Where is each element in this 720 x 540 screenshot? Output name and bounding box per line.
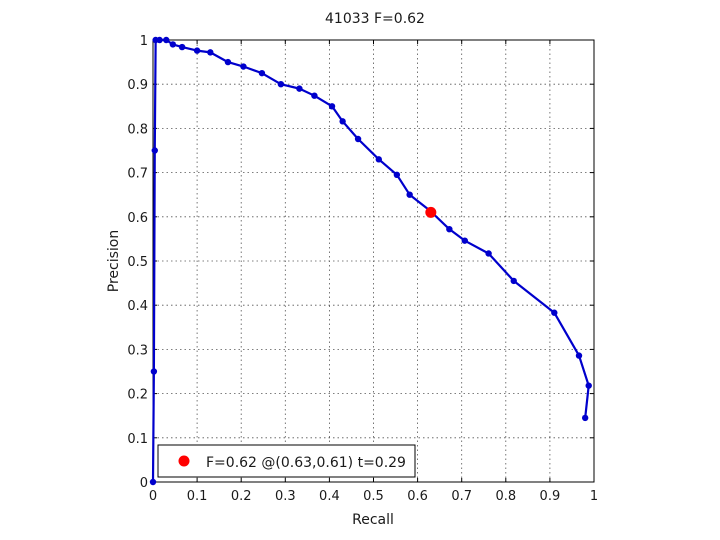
pr-curve-point	[581, 414, 589, 422]
y-tick-label: 0.7	[127, 167, 148, 182]
pr-curve-point	[551, 309, 558, 316]
y-tick-label: 0.8	[127, 122, 148, 137]
x-tick-label: 0.7	[451, 489, 472, 504]
x-axis-label: Recall	[352, 512, 394, 528]
pr-curve-point	[461, 237, 468, 244]
pr-curve-point	[575, 352, 583, 359]
legend: F=0.62 @(0.63,0.61) t=0.29	[157, 444, 416, 478]
x-tick-label: 1	[590, 489, 598, 504]
series-layer	[149, 36, 592, 486]
y-tick-label: 1	[140, 34, 148, 49]
pr-curve-point	[156, 36, 163, 44]
pr-curve-point	[296, 85, 303, 92]
legend-label: F=0.62 @(0.63,0.61) t=0.29	[206, 455, 406, 471]
x-tick-label: 0.6	[407, 489, 428, 504]
y-tick-label: 0.5	[127, 255, 148, 270]
pr-curve-point	[151, 147, 158, 154]
pr-curve-point	[169, 41, 177, 48]
pr-curve-point	[446, 225, 453, 233]
x-tick-label: 0.4	[319, 489, 340, 504]
x-tick-label: 0.1	[187, 489, 208, 504]
pr-curve-point	[585, 382, 592, 389]
pr-curve-point	[149, 478, 157, 486]
x-tick-label: 0.5	[363, 489, 384, 504]
pr-curve-point	[485, 250, 492, 257]
pr-curve-point	[328, 103, 336, 110]
x-tick-label: 0.9	[540, 489, 561, 504]
y-tick-label: 0.4	[127, 299, 148, 314]
legend-marker	[178, 455, 190, 467]
y-tick-label: 0	[140, 476, 148, 491]
legend-box	[157, 444, 416, 478]
pr-curve-point	[354, 135, 362, 143]
pr-curve-point	[311, 92, 318, 99]
chart-title: 41033 F=0.62	[325, 11, 425, 27]
grid	[153, 40, 594, 482]
x-tick-label: 0	[149, 489, 157, 504]
pr-curve-point	[150, 368, 158, 375]
pr-curve-point	[406, 191, 413, 198]
pr-curve-point	[277, 81, 285, 88]
x-tick-label: 0.2	[231, 489, 252, 504]
y-tick-label: 0.2	[127, 388, 148, 403]
y-tick-label: 0.9	[127, 78, 148, 93]
pr-curve-point	[510, 277, 517, 285]
pr-curve-point	[375, 156, 382, 163]
best-f-point	[425, 206, 437, 218]
y-tick-label: 0.6	[127, 211, 148, 226]
y-tick-label: 0.3	[127, 343, 148, 358]
x-tick-label: 0.8	[495, 489, 516, 504]
pr-curve-point	[339, 118, 346, 125]
pr-curve-point	[193, 47, 201, 54]
pr-curve-point	[163, 36, 170, 44]
y-tick-label: 0.1	[127, 432, 148, 447]
best-point-layer	[425, 206, 437, 218]
axis-ticks: 0 0.1 0.2 0.3 0.4 0.5 0.6 0.7 0.8 0.9 1 0 0.1 0.2 0.3 0…	[127, 34, 598, 504]
pr-curve-point	[178, 43, 186, 51]
pr-curve-point	[207, 49, 214, 56]
pr-curve-point	[258, 69, 266, 77]
pr-curve-point	[393, 171, 401, 179]
pr-curve-point	[224, 58, 232, 66]
y-axis-label: Precision	[106, 230, 122, 292]
x-tick-label: 0.3	[275, 489, 296, 504]
pr-curve-point	[240, 63, 247, 70]
